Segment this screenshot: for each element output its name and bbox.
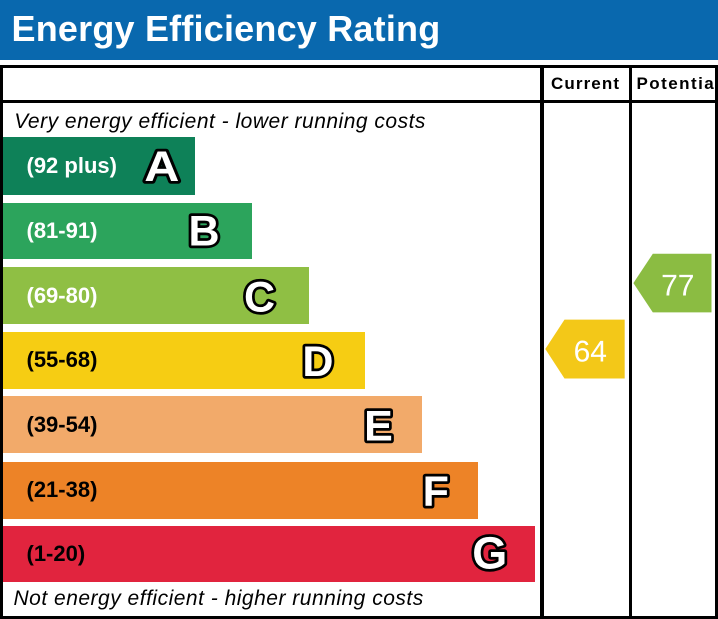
- svg-text:A: A: [144, 141, 179, 190]
- svg-text:F: F: [423, 468, 449, 516]
- svg-text:C: C: [244, 273, 275, 321]
- svg-text:64: 64: [574, 335, 607, 368]
- svg-text:D: D: [302, 338, 333, 386]
- svg-text:77: 77: [661, 269, 694, 302]
- svg-text:E: E: [364, 403, 393, 451]
- svg-text:G: G: [472, 528, 507, 579]
- svg-text:B: B: [188, 208, 219, 256]
